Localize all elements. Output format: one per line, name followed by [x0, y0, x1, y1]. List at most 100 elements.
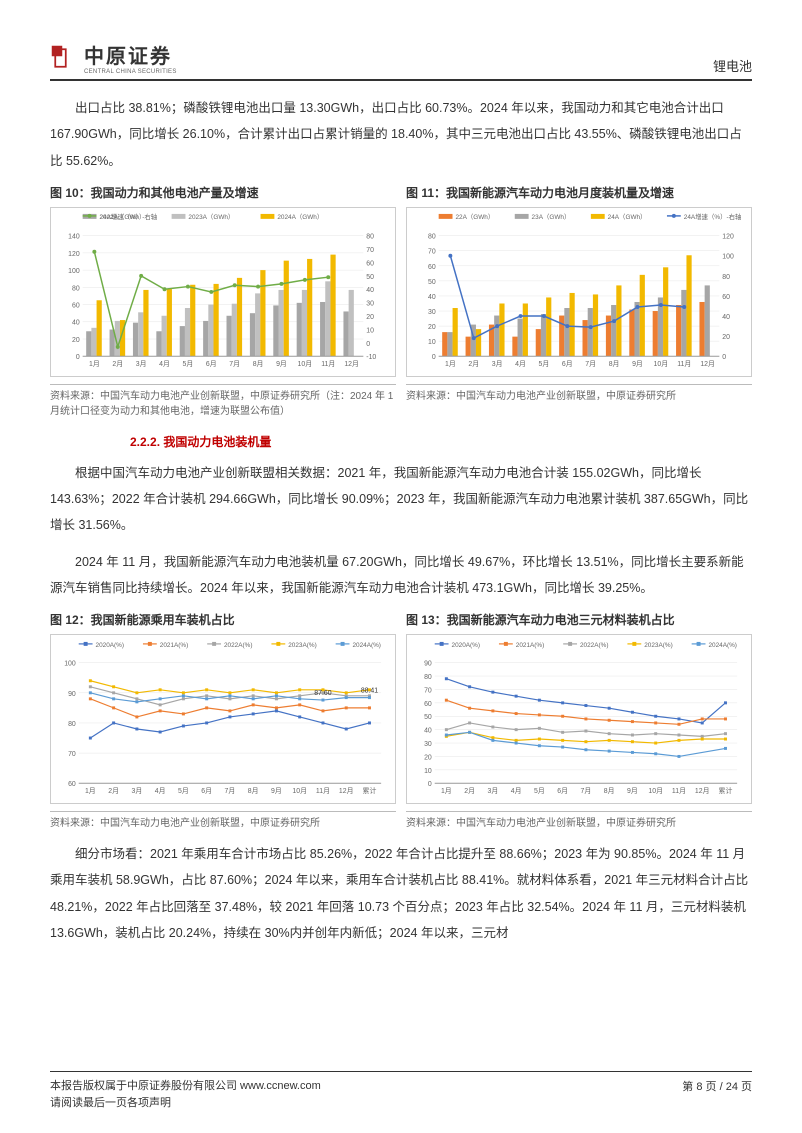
svg-text:60: 60: [424, 701, 432, 708]
svg-text:4月: 4月: [511, 787, 522, 795]
svg-text:4月: 4月: [155, 787, 166, 795]
svg-text:80: 80: [722, 274, 730, 281]
svg-text:1月: 1月: [89, 360, 100, 368]
chart-12-svg: 6070809010087.6088.411月2月3月4月5月6月7月8月9月1…: [50, 634, 396, 804]
svg-text:2月: 2月: [468, 360, 479, 368]
svg-text:70: 70: [68, 751, 76, 758]
page-footer: 本报告版权属于中原证券股份有限公司 www.ccnew.com 请阅读最后一页各…: [50, 1071, 752, 1113]
svg-text:1月: 1月: [85, 787, 96, 795]
svg-text:2024A(%): 2024A(%): [708, 642, 737, 649]
svg-text:60: 60: [72, 302, 80, 309]
svg-text:80: 80: [428, 233, 436, 240]
svg-text:1月: 1月: [441, 787, 452, 795]
category-label: 锂电池: [713, 56, 752, 75]
svg-text:100: 100: [722, 253, 734, 260]
svg-text:100: 100: [68, 268, 80, 275]
svg-text:88.41: 88.41: [361, 688, 378, 695]
svg-text:24A增速（%）-右轴: 24A增速（%）-右轴: [99, 212, 157, 221]
svg-text:2023A(%): 2023A(%): [644, 642, 673, 649]
svg-text:30: 30: [424, 741, 432, 748]
svg-text:24A增速（%）-右轴: 24A增速（%）-右轴: [684, 212, 742, 221]
logo-cn-text: 中原证券: [84, 40, 177, 69]
svg-text:11月: 11月: [321, 360, 335, 368]
svg-text:10月: 10月: [648, 787, 663, 795]
svg-text:累计: 累计: [719, 786, 733, 795]
svg-text:0: 0: [428, 781, 432, 788]
svg-text:7月: 7月: [225, 787, 236, 795]
svg-text:80: 80: [68, 721, 76, 728]
svg-text:2023A（GWh）: 2023A（GWh）: [188, 213, 234, 221]
svg-text:2月: 2月: [108, 787, 119, 795]
svg-text:20: 20: [722, 334, 730, 341]
svg-text:8月: 8月: [609, 360, 620, 368]
svg-text:11月: 11月: [677, 360, 691, 368]
chart-13-source: 资料来源：中国汽车动力电池产业创新联盟，中原证券研究所: [406, 811, 752, 831]
svg-text:4月: 4月: [159, 360, 170, 368]
charts-row-1: 图 10：我国动力和其他电池产量及增速 020406080100120140-1…: [50, 184, 752, 419]
svg-text:10: 10: [366, 327, 374, 334]
svg-text:8月: 8月: [253, 360, 264, 368]
svg-text:87.60: 87.60: [314, 690, 331, 697]
svg-text:6月: 6月: [562, 360, 573, 368]
footer-line2: 请阅读最后一页各项声明: [50, 1095, 321, 1113]
svg-text:5月: 5月: [539, 360, 550, 368]
svg-text:9月: 9月: [271, 787, 282, 795]
svg-text:2022A(%): 2022A(%): [580, 642, 609, 649]
svg-text:0: 0: [76, 354, 80, 361]
chart-10-source: 资料来源：中国汽车动力电池产业创新联盟，中原证券研究所（注：2024 年 1 月…: [50, 384, 396, 419]
svg-text:12月: 12月: [700, 360, 715, 368]
footer-page: 第 8 页 / 24 页: [682, 1078, 752, 1113]
svg-text:0: 0: [366, 341, 370, 348]
svg-text:100: 100: [64, 661, 76, 668]
svg-text:22A（GWh）: 22A（GWh）: [455, 213, 494, 221]
svg-text:50: 50: [366, 274, 374, 281]
svg-text:40: 40: [428, 294, 436, 301]
svg-text:12月: 12月: [344, 360, 359, 368]
svg-text:8月: 8月: [248, 787, 259, 795]
svg-text:120: 120: [722, 233, 734, 240]
svg-text:40: 40: [366, 287, 374, 294]
svg-text:20: 20: [366, 314, 374, 321]
svg-text:40: 40: [424, 728, 432, 735]
chart-11-title: 图 11：我国新能源汽车动力电池月度装机量及增速: [406, 184, 752, 201]
svg-text:90: 90: [424, 661, 432, 668]
closing-paragraph: 细分市场看：2021 年乘用车合计市场占比 85.26%，2022 年合计占比提…: [50, 841, 752, 946]
svg-text:10月: 10月: [292, 787, 307, 795]
svg-text:30: 30: [428, 309, 436, 316]
svg-text:20: 20: [428, 324, 436, 331]
logo-block: 中原证券 CENTRAL CHINA SECURITIES: [50, 40, 177, 75]
svg-text:90: 90: [68, 691, 76, 698]
section-222-para2: 2024 年 11 月，我国新能源汽车动力电池装机量 67.20GWh，同比增长…: [50, 549, 752, 602]
svg-text:20: 20: [72, 337, 80, 344]
svg-text:2022A(%): 2022A(%): [224, 642, 253, 649]
svg-text:2023A(%): 2023A(%): [288, 642, 317, 649]
svg-text:10月: 10月: [654, 360, 669, 368]
svg-text:11月: 11月: [316, 787, 330, 795]
svg-text:1月: 1月: [445, 360, 456, 368]
svg-text:11月: 11月: [672, 787, 686, 795]
svg-text:60: 60: [428, 264, 436, 271]
svg-text:50: 50: [424, 714, 432, 721]
footer-line1: 本报告版权属于中原证券股份有限公司 www.ccnew.com: [50, 1078, 321, 1096]
svg-text:80: 80: [424, 674, 432, 681]
chart-12-title: 图 12：我国新能源乘用车装机占比: [50, 611, 396, 628]
svg-text:10: 10: [424, 768, 432, 775]
chart-11-block: 图 11：我国新能源汽车动力电池月度装机量及增速 010203040506070…: [406, 184, 752, 419]
svg-text:3月: 3月: [136, 360, 147, 368]
svg-text:70: 70: [424, 687, 432, 694]
svg-text:2024A（GWh）: 2024A（GWh）: [277, 213, 323, 221]
svg-text:6月: 6月: [201, 787, 212, 795]
svg-text:6月: 6月: [557, 787, 568, 795]
svg-text:7月: 7月: [581, 787, 592, 795]
svg-text:-10: -10: [366, 354, 376, 361]
svg-text:9月: 9月: [632, 360, 643, 368]
svg-text:80: 80: [72, 285, 80, 292]
svg-text:7月: 7月: [229, 360, 240, 368]
chart-10-title: 图 10：我国动力和其他电池产量及增速: [50, 184, 396, 201]
svg-text:2021A(%): 2021A(%): [160, 642, 188, 649]
chart-11-svg: 010203040506070800204060801001201月2月3月4月…: [406, 207, 752, 377]
svg-text:2024A(%): 2024A(%): [352, 642, 381, 649]
svg-text:2020A(%): 2020A(%): [452, 642, 481, 649]
svg-text:6月: 6月: [206, 360, 217, 368]
chart-12-source: 资料来源：中国汽车动力电池产业创新联盟，中原证券研究所: [50, 811, 396, 831]
